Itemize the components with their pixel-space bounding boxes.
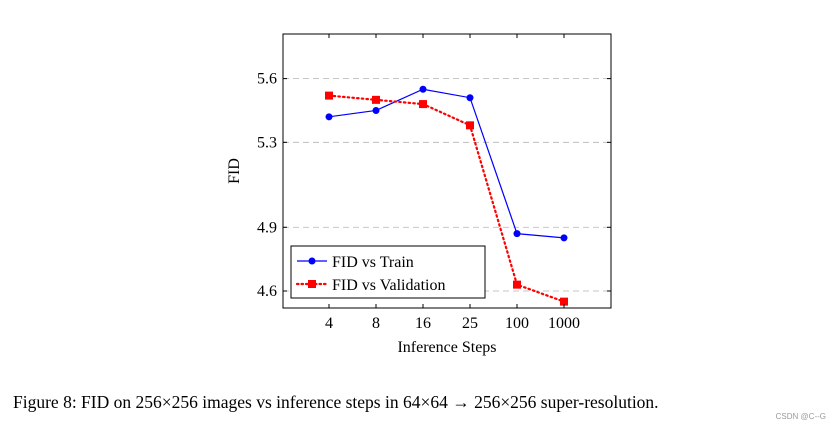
- y-tick-label: 4.9: [257, 219, 277, 236]
- y-tick-label: 4.6: [257, 283, 277, 300]
- data-point-train: [325, 113, 333, 121]
- x-tick-label: 1000: [548, 315, 580, 332]
- watermark: CSDN @C--G: [775, 412, 826, 421]
- x-ticks: 4 8 16 25 100 1000: [325, 34, 580, 332]
- x-tick-label: 4: [325, 315, 333, 332]
- data-point-train: [466, 94, 474, 102]
- legend-val-label: FID vs Validation: [332, 277, 445, 294]
- y-tick-label: 5.6: [257, 71, 277, 88]
- data-point-validation: [466, 121, 474, 130]
- legend-train-marker: [308, 257, 316, 265]
- y-axis-label: FID: [226, 158, 243, 184]
- x-tick-label: 25: [462, 315, 478, 332]
- x-axis-label: Inference Steps: [397, 339, 496, 356]
- figure-caption: Figure 8: FID on 256×256 images vs infer…: [13, 392, 659, 412]
- data-point-validation: [372, 95, 380, 104]
- data-point-train: [372, 106, 380, 114]
- legend-train-label: FID vs Train: [332, 254, 414, 271]
- data-point-validation: [513, 280, 521, 289]
- y-ticks: 4.6 4.9 5.3 5.6: [257, 71, 611, 300]
- x-tick-label: 16: [415, 315, 431, 332]
- x-tick-label: 8: [372, 315, 380, 332]
- series-line-validation: [327, 94, 566, 303]
- data-point-train: [560, 234, 568, 242]
- data-point-train: [513, 230, 521, 238]
- data-point-validation: [325, 91, 333, 100]
- x-tick-label: 100: [505, 315, 529, 332]
- legend: FID vs Train FID vs Validation: [290, 245, 486, 299]
- series-layer: [325, 85, 568, 306]
- fid-chart: 4 8 16 25 100 1000 4.6 4.9 5.3 5.6 Inference Ste…: [226, 33, 612, 356]
- legend-val-marker: [308, 280, 316, 288]
- y-tick-label: 5.3: [257, 134, 277, 151]
- legend-box: [290, 245, 486, 299]
- data-point-train: [419, 85, 427, 93]
- data-point-validation: [560, 297, 568, 306]
- series-line-train: [328, 88, 565, 239]
- plot-frame: [282, 33, 612, 309]
- data-point-validation: [419, 100, 427, 109]
